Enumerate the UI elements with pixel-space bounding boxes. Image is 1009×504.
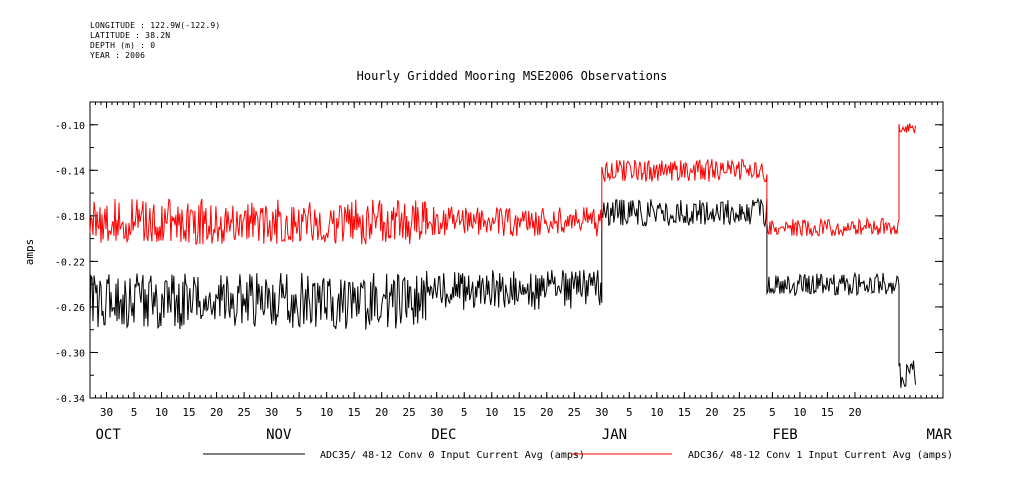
x-tick-label: 20 [540,406,553,419]
x-tick-label: 30 [265,406,278,419]
series-line [89,123,916,245]
x-tick-label: 20 [375,406,388,419]
month-label: JAN [602,427,627,443]
x-tick-label: 10 [793,406,806,419]
y-tick-label: -0.22 [55,257,85,268]
y-axis-label: amps [23,239,36,266]
y-tick-label: -0.34 [55,394,85,405]
x-tick-label: 5 [296,406,303,419]
x-tick-label: 25 [237,406,250,419]
x-tick-label: 10 [650,406,663,419]
month-label: DEC [431,427,456,443]
x-tick-label: 15 [513,406,526,419]
x-tick-label: 5 [131,406,138,419]
plot-frame [89,101,944,399]
y-axis-ticks: -0.10 -0.14 -0.18 -0.22 -0.26 -0.30 -0.34 [55,101,943,405]
y-tick-label: -0.30 [55,348,85,359]
x-tick-label: 20 [210,406,223,419]
x-tick-label: 10 [485,406,498,419]
year-label: YEAR : 2006 [90,51,146,60]
x-tick-label: 5 [769,406,776,419]
y-tick-label: -0.18 [55,212,85,223]
series-lines [89,123,916,388]
y-tick-label: -0.14 [55,166,85,177]
y-tick-label: -0.10 [55,121,85,132]
x-tick-label: 20 [705,406,718,419]
x-tick-label: 5 [461,406,468,419]
x-tick-label: 5 [626,406,633,419]
x-tick-label: 25 [403,406,416,419]
x-tick-label: 15 [821,406,834,419]
month-label: FEB [772,427,797,443]
x-tick-label: 30 [595,406,608,419]
latitude-label: LATITUDE : 38.2N [90,31,171,40]
x-tick-label: 25 [733,406,746,419]
legend-label: ADC35/ 48-12 Conv 0 Input Current Avg (a… [320,450,585,461]
month-label: NOV [266,427,292,443]
x-tick-label: 15 [348,406,361,419]
longitude-label: LONGITUDE : 122.9W(-122.9) [90,21,221,30]
series-line [89,197,916,388]
x-tick-label: 25 [568,406,581,419]
month-label: MAR [926,427,952,443]
legend: ADC35/ 48-12 Conv 0 Input Current Avg (a… [203,450,953,461]
x-tick-label: 15 [182,406,195,419]
x-tick-label: 15 [678,406,691,419]
x-tick-label: 30 [430,406,443,419]
x-tick-label: 30 [100,406,113,419]
x-tick-label: 20 [848,406,861,419]
metadata-block: LONGITUDE : 122.9W(-122.9) LATITUDE : 38… [90,21,220,61]
depth-label: DEPTH (m) : 0 [90,41,156,50]
legend-label: ADC36/ 48-12 Conv 1 Input Current Avg (a… [688,450,953,461]
x-tick-label: 10 [155,406,168,419]
chart-title: Hourly Gridded Mooring MSE2006 Observati… [357,69,668,83]
month-label: OCT [96,427,122,443]
x-tick-label: 10 [320,406,333,419]
x-axis-ticks: 30 5 10 15 20 25 30 5 10 15 20 25 30 5 10 15 20 25 30 5 10 15… [89,102,952,443]
y-tick-label: -0.26 [55,303,85,314]
